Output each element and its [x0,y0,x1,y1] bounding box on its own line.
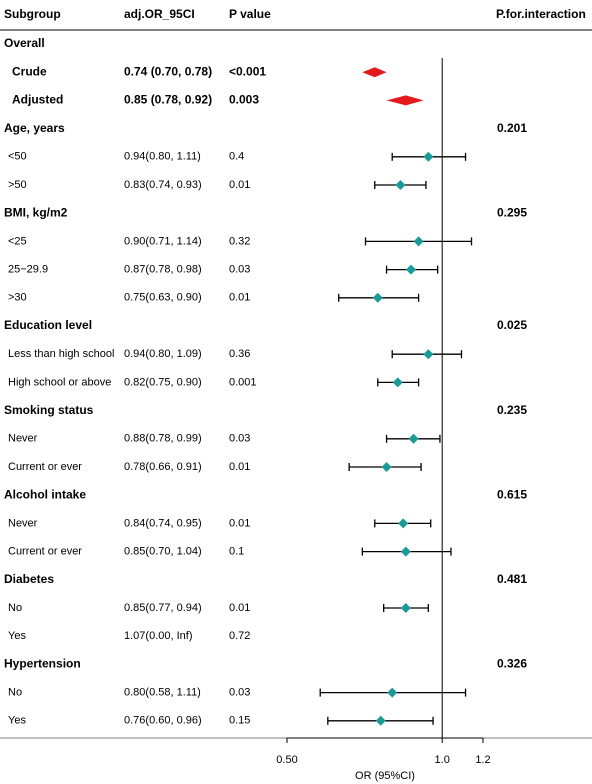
point-estimate [400,603,411,613]
row-label: <25 [8,235,27,247]
p-value: 0.003 [229,93,259,107]
x-axis-label: OR (95%CI) [355,770,415,782]
point-estimate [423,151,434,162]
group-label: Hypertension [4,657,81,671]
p-value: 0.03 [229,687,250,699]
p-interaction: 0.235 [497,403,527,417]
row-label: Crude [12,64,47,78]
p-interaction: 0.295 [497,205,527,219]
ci-text: 0.88(0.78, 0.99) [124,433,202,445]
row-label: Yes [8,715,26,727]
point-estimate [408,433,419,444]
row-label: Current or ever [8,461,82,473]
p-value: 0.1 [229,546,244,558]
column-header: P.for.interaction [496,7,586,21]
row-label: No [8,687,22,699]
ci-text: 0.87(0.78, 0.98) [124,264,202,276]
ci-text: 0.75(0.63, 0.90) [124,292,202,304]
row-label: Never [8,433,38,445]
row-label: Current or ever [8,546,82,558]
row-label: Adjusted [12,93,63,107]
p-interaction: 0.326 [497,657,527,671]
point-estimate [392,377,403,388]
p-interaction: 0.025 [497,318,527,332]
group-label: Diabetes [4,572,54,586]
p-value: 0.4 [229,151,244,163]
x-tick-label: 0.50 [276,754,297,766]
ci-text: 0.82(0.75, 0.90) [124,376,202,388]
ci-text: 0.84(0.74, 0.95) [124,517,202,529]
point-estimate [406,264,417,275]
ci-text: 0.94(0.80, 1.09) [124,348,202,360]
row-label: >30 [8,292,27,304]
p-value: 0.001 [229,376,257,388]
point-estimate [395,180,406,190]
ci-text: 0.80(0.58, 1.11) [124,687,201,699]
ci-text: 1.07(0.00, Inf) [124,630,193,642]
x-tick-label: 1.2 [475,754,490,766]
row-label: Yes [8,630,26,642]
ci-text: 0.74 (0.70, 0.78) [124,64,212,78]
ci-text: 0.85(0.77, 0.94) [124,602,202,614]
point-estimate [400,546,411,557]
p-interaction: 0.481 [497,572,527,586]
ci-text: 0.76(0.60, 0.96) [124,715,202,727]
row-label: Never [8,517,38,529]
p-value: <0.001 [229,64,266,78]
point-estimate [398,518,409,529]
group-label: Age, years [4,121,65,135]
ci-text: 0.83(0.74, 0.93) [124,179,202,191]
column-header: Subgroup [4,7,61,21]
p-value: 0.72 [229,630,250,642]
x-tick-label: 1.0 [435,754,450,766]
p-value: 0.01 [229,517,250,529]
row-label: 25−29.9 [8,264,48,276]
p-interaction: 0.201 [497,121,527,135]
group-label: Smoking status [4,403,94,417]
p-value: 0.32 [229,235,250,247]
group-label: Overall [4,36,45,50]
row-label: No [8,602,22,614]
ci-text: 0.85(0.70, 1.04) [124,546,202,558]
p-value: 0.01 [229,461,250,473]
p-value: 0.36 [229,348,250,360]
p-value: 0.01 [229,292,250,304]
point-estimate [413,236,424,247]
row-label: <50 [8,151,27,163]
point-estimate [387,687,398,698]
p-value: 0.01 [229,179,250,191]
row-label: High school or above [8,376,111,388]
p-value: 0.01 [229,602,250,614]
row-label: Less than high school [8,348,114,360]
point-estimate [381,462,392,472]
ci-text: 0.78(0.66, 0.91) [124,461,202,473]
ci-text: 0.94(0.80, 1.11) [124,151,201,163]
group-label: Education level [4,318,92,332]
p-value: 0.03 [229,433,250,445]
ci-text: 0.90(0.71, 1.14) [124,235,202,247]
point-estimate [372,292,383,303]
p-value: 0.03 [229,264,250,276]
p-interaction: 0.615 [497,487,527,501]
ci-text: 0.85 (0.78, 0.92) [124,93,212,107]
point-estimate [375,715,386,726]
column-header: adj.OR_95CI [124,7,195,21]
group-label: BMI, kg/m2 [4,205,68,219]
row-label: >50 [8,179,27,191]
summary-diamond [386,95,424,106]
column-header: P value [229,7,271,21]
p-value: 0.15 [229,715,250,727]
point-estimate [423,349,434,360]
summary-diamond [362,67,387,78]
group-label: Alcohol intake [4,487,86,501]
